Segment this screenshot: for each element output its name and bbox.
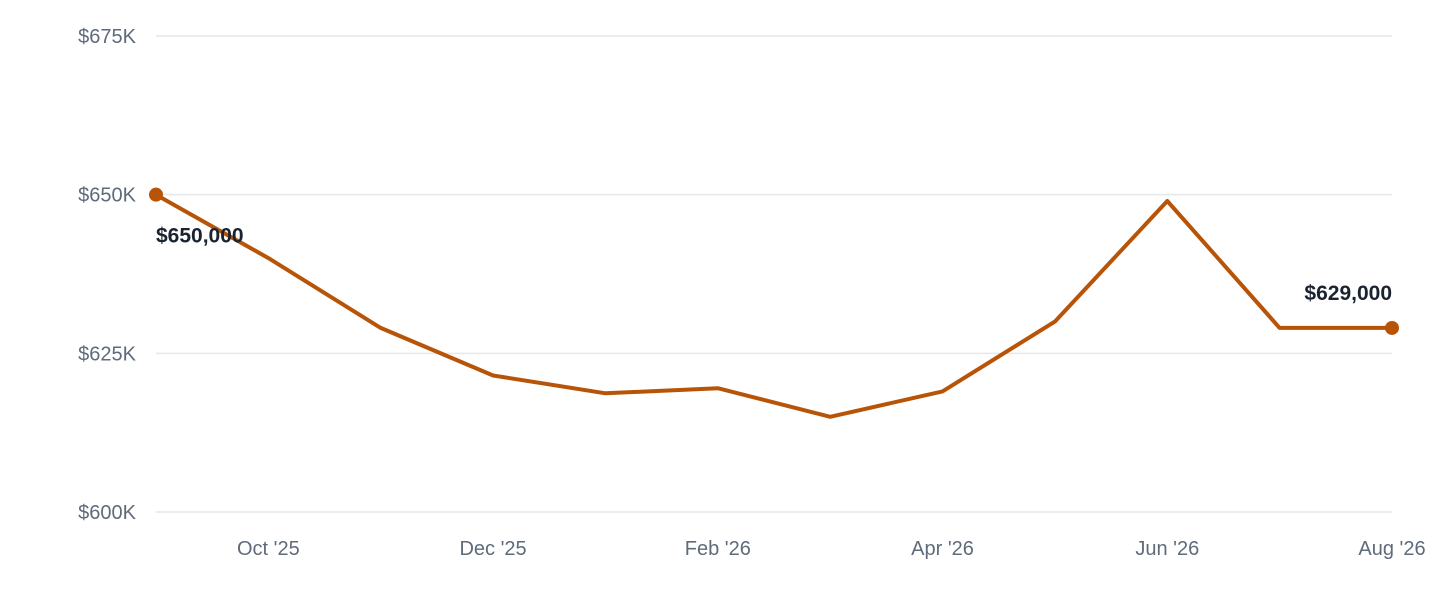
start-value-label: $650,000: [156, 225, 244, 248]
x-tick-label: Feb '26: [685, 538, 751, 560]
x-tick-label: Apr '26: [911, 538, 974, 560]
y-axis-ticks: $600K $625K $650K $675K: [78, 26, 136, 524]
series-layer: [149, 187, 1399, 419]
series-line-0: [154, 192, 1394, 419]
y-tick-label: $675K: [78, 26, 136, 48]
x-tick-label: Aug '26: [1358, 538, 1425, 560]
grid-lines: [156, 35, 1392, 513]
x-tick-label: Dec '25: [459, 538, 526, 560]
y-tick-label: $650K: [78, 185, 136, 207]
endpoint-marker: [149, 187, 163, 202]
y-tick-label: $600K: [78, 502, 136, 524]
endpoint-marker: [1385, 320, 1399, 335]
x-axis-ticks: Oct '25 Dec '25 Feb '26 Apr '26 Jun '26 Aug '…: [237, 538, 1426, 560]
y-tick-label: $625K: [78, 343, 136, 365]
data-labels: $650,000 $629,000: [156, 225, 1392, 305]
x-tick-label: Jun '26: [1135, 538, 1199, 560]
x-tick-label: Oct '25: [237, 538, 300, 560]
end-value-label: $629,000: [1304, 282, 1392, 305]
